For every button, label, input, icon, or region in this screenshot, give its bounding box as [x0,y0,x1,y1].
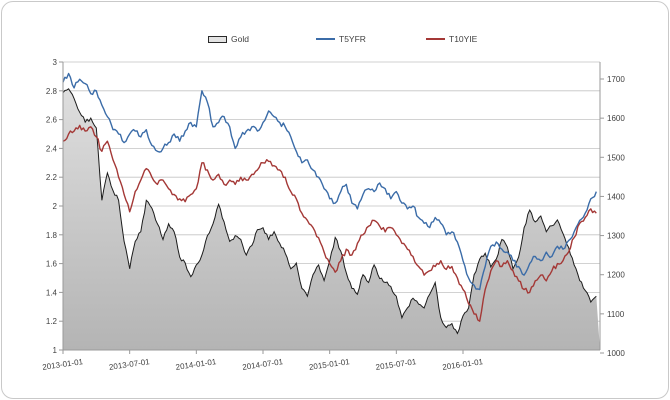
legend-label-t10yie: T10YIE [449,34,478,44]
gold-area [63,88,600,351]
left-axis-tick-label: 2 [53,202,58,211]
x-axis-tick-label: 2013-01-01 [42,357,84,372]
left-axis-tick-label: 1 [53,346,58,355]
chart-legend: Gold T5YFR T10YIE [0,33,670,47]
legend-item-t5yfr: T5YFR [316,33,366,45]
right-axis-tick-label: 1300 [607,232,625,241]
x-axis-tick-label: 2015-07-01 [375,357,417,372]
x-axis-tick-label: 2013-07-01 [108,357,150,372]
left-axis-tick-label: 1.8 [46,231,58,240]
right-axis-tick-label: 1500 [607,153,625,162]
left-axis-tick-label: 1.6 [46,260,58,269]
gold-area-swatch-icon [208,35,227,43]
right-axis-tick-label: 1400 [607,192,625,201]
x-axis-tick-label: 2016-01-01 [442,357,484,372]
legend-label-gold: Gold [231,34,249,44]
t10yie-line-swatch-icon [426,38,445,40]
left-axis-tick-label: 2.8 [46,87,58,96]
t10yie-line [62,124,597,322]
x-axis-tick-label: 2014-01-01 [175,357,217,372]
right-axis-tick-label: 1700 [607,75,625,84]
left-axis-tick-label: 2.2 [46,173,58,182]
right-axis-tick-label: 1200 [607,271,625,280]
right-axis-tick-label: 1000 [607,349,625,358]
left-axis-tick-label: 2.6 [46,116,58,125]
t5yfr-line [62,72,597,291]
left-axis-tick-label: 2.4 [46,144,58,153]
legend-label-t5yfr: T5YFR [339,34,366,44]
left-axis-tick-label: 3 [53,58,58,67]
x-axis-tick-label: 2014-07-01 [242,357,284,372]
x-axis-tick-label: 2015-01-01 [308,357,350,372]
legend-item-t10yie: T10YIE [426,33,477,45]
t5yfr-line-swatch-icon [316,38,335,40]
gold-area-outline [62,88,597,335]
right-axis-tick-label: 1100 [607,310,625,319]
left-axis-tick-label: 1.2 [46,317,58,326]
legend-item-gold: Gold [208,33,249,45]
left-axis-tick-label: 1.4 [46,288,58,297]
right-axis-tick-label: 1600 [607,114,625,123]
